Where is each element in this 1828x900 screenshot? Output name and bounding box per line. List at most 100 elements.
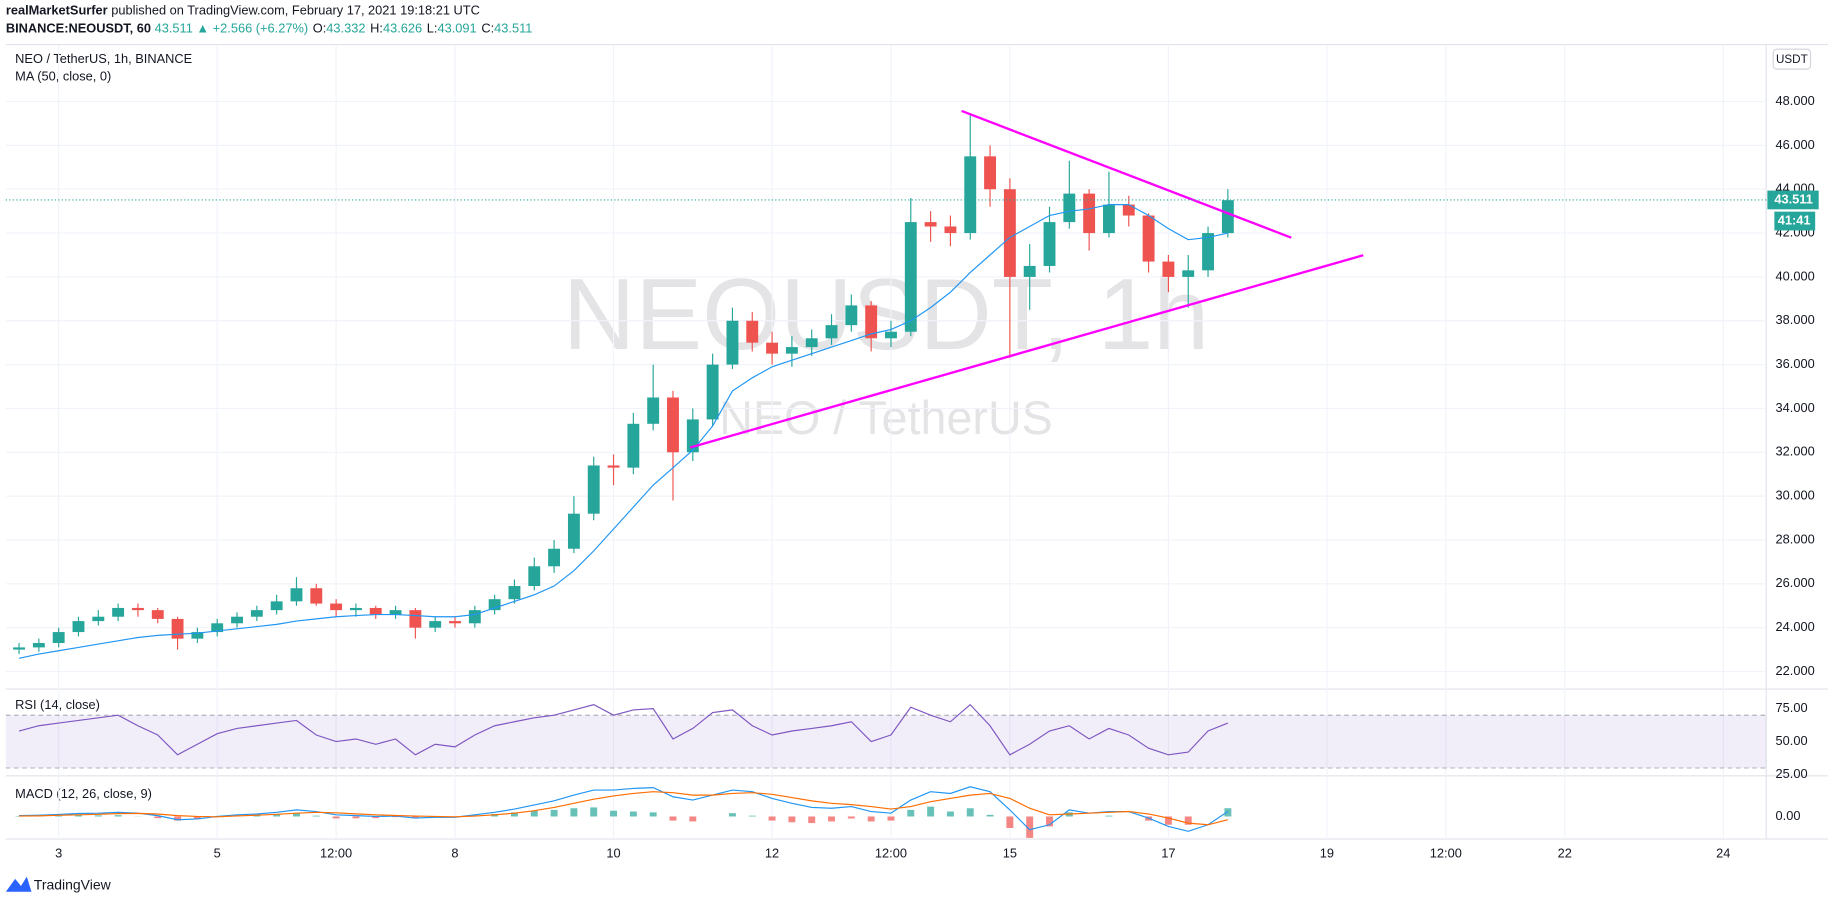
macd-histogram bbox=[610, 810, 618, 817]
macd-histogram bbox=[312, 815, 320, 817]
trendline bbox=[689, 254, 1364, 449]
macd-histogram bbox=[55, 815, 63, 817]
candle-body bbox=[151, 610, 164, 619]
macd-histogram bbox=[570, 808, 578, 817]
candle-body bbox=[785, 347, 798, 354]
macd-histogram bbox=[768, 816, 776, 821]
candle-body bbox=[1202, 233, 1214, 271]
candle-body bbox=[924, 222, 937, 227]
candle-body bbox=[290, 588, 303, 602]
macd-histogram bbox=[927, 806, 935, 817]
last: 43.511 bbox=[155, 21, 193, 36]
candle-body bbox=[1122, 204, 1135, 216]
candle-body bbox=[449, 621, 461, 624]
macd-histogram bbox=[728, 813, 736, 817]
candle-body bbox=[1023, 265, 1036, 277]
candle-body bbox=[250, 610, 263, 617]
macd-histogram bbox=[94, 815, 102, 817]
y-tick-label: 30.000 bbox=[1776, 488, 1815, 503]
currency-box[interactable] bbox=[1772, 48, 1812, 70]
candle-body bbox=[231, 616, 243, 624]
candle-body bbox=[72, 621, 85, 633]
logo[interactable]: TradingView bbox=[5, 876, 112, 893]
candle-body bbox=[1221, 200, 1234, 234]
candle-body bbox=[349, 607, 362, 611]
candle-body bbox=[885, 331, 897, 339]
currency: USDT bbox=[1776, 53, 1808, 66]
ohlc-value: 43.511 bbox=[494, 21, 532, 36]
candle-body bbox=[845, 305, 858, 326]
macd-histogram bbox=[1224, 808, 1232, 817]
macd-histogram bbox=[1026, 816, 1034, 838]
y-tick-label: 40.000 bbox=[1776, 268, 1815, 283]
candle-body bbox=[904, 222, 917, 332]
rsi-line bbox=[18, 703, 1229, 756]
macd-histogram bbox=[748, 815, 756, 817]
macd-histogram bbox=[1184, 816, 1192, 825]
macd-histogram bbox=[669, 816, 677, 821]
ohlc-value: 43.091 bbox=[438, 21, 477, 36]
x-tick-label: 15 bbox=[1003, 846, 1017, 861]
macd-histogram bbox=[1105, 815, 1113, 817]
x-tick-label: 12:00 bbox=[320, 846, 352, 861]
candle-body bbox=[211, 623, 224, 633]
candle-body bbox=[746, 320, 759, 343]
last-price-box bbox=[1767, 190, 1819, 210]
candle-body bbox=[369, 607, 382, 615]
watermark-sub: NEO / TetherUS bbox=[719, 392, 1052, 444]
symbol-line: BINANCE:NEOUSDT, 60 43.511 ▲ +2.566 (+6.… bbox=[6, 21, 533, 36]
macd-histogram bbox=[649, 812, 657, 817]
candle-body bbox=[92, 616, 105, 622]
macd-histogram bbox=[193, 816, 201, 819]
y-tick-label: 46.000 bbox=[1776, 137, 1815, 152]
x-tick-label: 12:00 bbox=[875, 846, 907, 861]
candle-body bbox=[686, 419, 699, 453]
macd-title: MACD (12, 26, close, 9) bbox=[15, 786, 152, 801]
candle-body bbox=[1162, 261, 1175, 277]
rsi-tick-label: 75.00 bbox=[1776, 700, 1808, 715]
x-tick-label: 24 bbox=[1716, 846, 1730, 861]
macd-histogram bbox=[907, 809, 915, 817]
x-tick-label: 8 bbox=[451, 846, 458, 861]
ohlc-label: O: bbox=[313, 21, 327, 36]
candle-body bbox=[1182, 270, 1195, 277]
macd-histogram bbox=[986, 814, 994, 817]
candle-body bbox=[310, 588, 323, 604]
x-tick-label: 12:00 bbox=[1430, 846, 1462, 861]
candle-body bbox=[1142, 215, 1155, 262]
legend-title: NEO / TetherUS, 1h, BINANCE bbox=[15, 51, 192, 66]
candle-body bbox=[429, 621, 442, 628]
x-tick-label: 3 bbox=[55, 846, 62, 861]
rsi-tick-label: 25.00 bbox=[1776, 766, 1808, 781]
macd-histogram bbox=[689, 816, 697, 822]
macd-histogram bbox=[847, 816, 855, 819]
author[interactable]: realMarketSurfer bbox=[6, 3, 108, 18]
logo-icon bbox=[5, 876, 32, 892]
ohlc-value: 43.626 bbox=[383, 21, 422, 36]
macd-histogram bbox=[352, 816, 360, 819]
x-tick-label: 17 bbox=[1161, 846, 1175, 861]
macd-histogram bbox=[867, 816, 875, 822]
macd-histogram bbox=[114, 815, 122, 817]
macd-histogram bbox=[828, 816, 835, 822]
countdown-box bbox=[1774, 211, 1816, 231]
logo-text: TradingView bbox=[34, 877, 112, 893]
candle-body bbox=[726, 320, 739, 365]
candle-body bbox=[468, 610, 481, 624]
candle-body bbox=[191, 632, 204, 639]
legend-ma: MA (50, close, 0) bbox=[15, 69, 111, 84]
y-tick-label: 32.000 bbox=[1776, 444, 1815, 459]
candle-body bbox=[667, 397, 679, 453]
candle-body bbox=[548, 548, 561, 567]
candle-body bbox=[389, 610, 402, 615]
y-tick-label: 28.000 bbox=[1776, 531, 1815, 546]
macd-histogram bbox=[808, 816, 816, 824]
y-tick-label: 34.000 bbox=[1776, 400, 1815, 415]
candle-body bbox=[330, 603, 343, 611]
candle-body bbox=[1083, 193, 1096, 234]
candle-body bbox=[865, 305, 878, 339]
rsi-band bbox=[5, 715, 1767, 769]
candle-body bbox=[508, 586, 521, 600]
